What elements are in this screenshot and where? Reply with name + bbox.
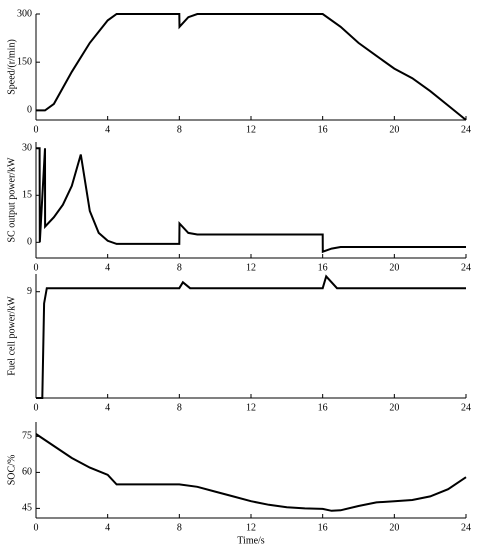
- x-tick-label: 24: [461, 262, 471, 273]
- x-tick-label: 24: [461, 522, 471, 533]
- x-tick-label: 20: [389, 402, 399, 413]
- x-tick-label: 12: [246, 522, 256, 533]
- x-tick-label: 16: [318, 522, 328, 533]
- x-tick-label: 12: [246, 262, 256, 273]
- y-tick-label: 75: [22, 431, 32, 442]
- x-tick-label: 8: [177, 124, 182, 135]
- x-tick-label: 0: [34, 262, 39, 273]
- x-tick-label: 8: [177, 402, 182, 413]
- x-tick-label: 4: [105, 402, 110, 413]
- x-tick-label: 12: [246, 124, 256, 135]
- data-line: [35, 433, 467, 512]
- x-tick-label: 24: [461, 124, 471, 135]
- x-tick-label: 20: [389, 124, 399, 135]
- y-axis-label: SC output power/kW: [6, 157, 17, 243]
- y-axis-label: Speed/(r/min): [6, 39, 17, 95]
- y-tick-label: 15: [22, 190, 32, 201]
- x-tick-label: 0: [34, 402, 39, 413]
- y-tick-label: 0: [27, 105, 32, 116]
- y-axis-label: SOC/%: [6, 455, 17, 486]
- y-tick-label: 45: [22, 503, 32, 514]
- y-axis-label: Fuel cell power/kW: [6, 296, 17, 376]
- x-tick-label: 16: [318, 262, 328, 273]
- y-tick-label: 300: [17, 8, 32, 19]
- y-tick-label: 60: [22, 467, 32, 478]
- y-tick-label: 150: [17, 56, 32, 67]
- x-tick-label: 20: [389, 522, 399, 533]
- x-axis-label: Time/s: [237, 535, 265, 546]
- x-tick-label: 16: [318, 402, 328, 413]
- x-tick-label: 16: [318, 124, 328, 135]
- x-tick-label: 0: [34, 522, 39, 533]
- y-tick-label: 0: [27, 237, 32, 248]
- y-tick-label: 30: [22, 143, 32, 154]
- x-tick-label: 4: [105, 124, 110, 135]
- x-tick-label: 12: [246, 402, 256, 413]
- data-line: [36, 13, 467, 121]
- y-tick-label: 9: [27, 286, 32, 297]
- x-tick-label: 24: [461, 402, 471, 413]
- x-tick-label: 8: [177, 522, 182, 533]
- data-line: [36, 147, 466, 254]
- x-tick-label: 8: [177, 262, 182, 273]
- x-tick-label: 4: [105, 262, 110, 273]
- x-tick-label: 0: [34, 124, 39, 135]
- x-tick-label: 4: [105, 522, 110, 533]
- x-tick-label: 20: [389, 262, 399, 273]
- data-line: [36, 274, 466, 399]
